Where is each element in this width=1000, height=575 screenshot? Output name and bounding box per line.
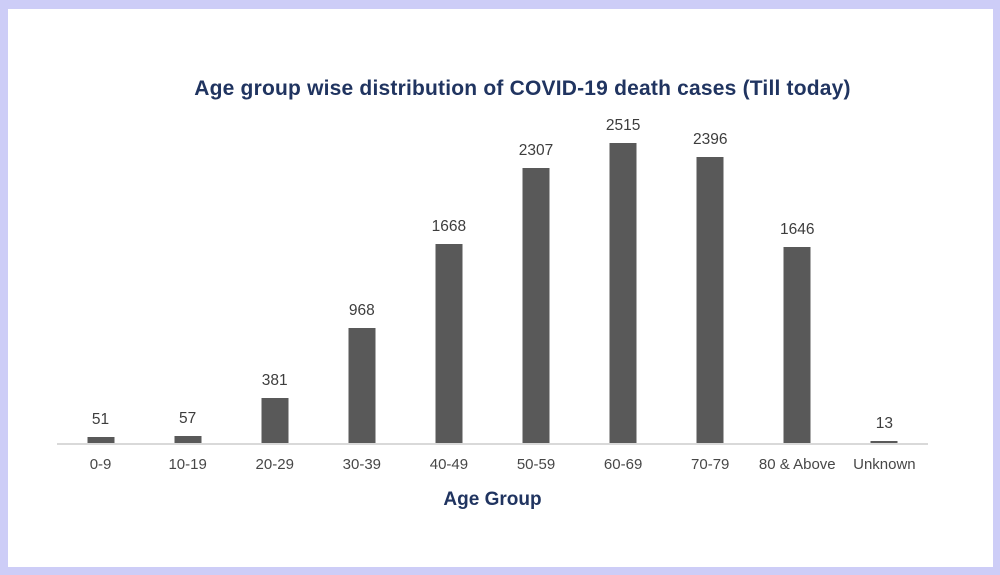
- category-label: 60-69: [603, 456, 643, 473]
- bar-slot: 381: [231, 143, 318, 443]
- chart-canvas: Age group wise distribution of COVID-19 …: [8, 9, 993, 567]
- bar-value-label: 1646: [780, 221, 815, 238]
- bar: [261, 398, 289, 443]
- bar: [87, 437, 115, 443]
- bar: [522, 168, 550, 443]
- bar-value-label: 2307: [518, 142, 554, 159]
- category-label: 70-79: [691, 456, 730, 473]
- bar-slot: 2307: [492, 142, 579, 443]
- bar-slot: 968: [318, 143, 405, 443]
- bar: [783, 247, 811, 443]
- bar: [609, 143, 637, 443]
- bar: [870, 441, 898, 443]
- bar: [348, 328, 376, 443]
- bar: [174, 436, 202, 443]
- bar-slot: 1668: [405, 143, 492, 443]
- bar-value-label: 13: [875, 415, 894, 432]
- bar-slot: 51: [57, 143, 144, 443]
- category-label: 30-39: [342, 456, 382, 473]
- category-label: 40-49: [429, 456, 469, 473]
- category-label: Unknown: [853, 456, 916, 473]
- bar-slot: 2396: [667, 131, 754, 443]
- bar-slot: 1646: [754, 143, 841, 443]
- bar-slot: 57: [144, 143, 231, 443]
- bar-value-label: 57: [179, 410, 197, 427]
- x-axis-title: Age Group: [443, 489, 542, 510]
- category-label: 0-9: [89, 456, 112, 473]
- bar-slot: 13: [841, 143, 928, 443]
- chart-title: Age group wise distribution of COVID-19 …: [194, 77, 851, 100]
- category-label: 50-59: [516, 456, 556, 473]
- category-label: 80 & Above: [758, 456, 836, 473]
- bar-value-label: 968: [348, 302, 375, 319]
- bar-value-label: 381: [261, 372, 288, 389]
- category-axis: 0-9 10-19 20-29 30-39 40-49 50-59 60-69 70-79 80…: [57, 456, 928, 473]
- bar-value-label: 1668: [431, 218, 467, 235]
- bar-slot: 2515: [580, 117, 667, 443]
- bar: [435, 244, 463, 443]
- bar-value-label: 2515: [605, 117, 641, 134]
- bar-value-label: 51: [91, 411, 110, 428]
- bar: [696, 157, 724, 443]
- bar-value-label: 2396: [692, 131, 728, 148]
- category-label: 20-29: [255, 456, 294, 473]
- plot-area: 51 57 381 968 1668 2307 2515 2396 1646 13: [57, 117, 928, 445]
- category-label: 10-19: [168, 456, 207, 473]
